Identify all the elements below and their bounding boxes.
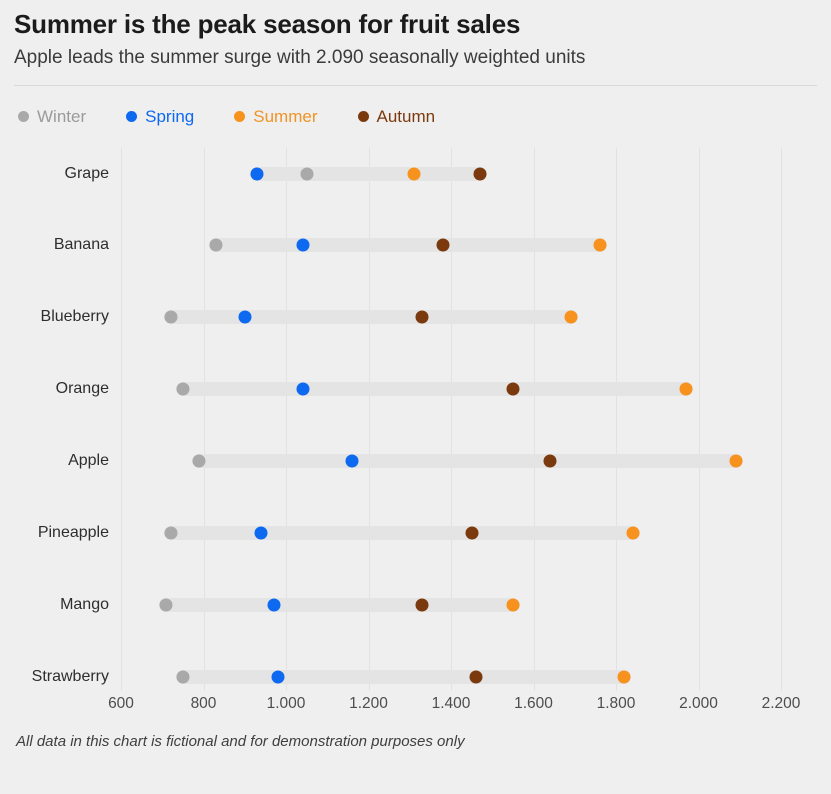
dot-spring-mango [267,598,281,612]
dot-winter-strawberry [176,670,190,684]
dot-summer-grape [407,167,421,181]
x-tick-label: 2.000 [679,694,718,712]
x-tick-label: 1.800 [596,694,636,712]
legend-item-spring: Spring [126,107,194,127]
x-tick-label: 1.400 [431,694,471,712]
dot-autumn-grape [473,167,487,181]
range-band [163,310,578,325]
dot-autumn-apple [543,454,557,468]
range-band [163,525,640,540]
dot-winter-blueberry [164,310,177,324]
legend-item-autumn: Autumn [357,106,436,127]
chart-subtitle: Apple leads the summer surge with 2.090 … [14,46,586,68]
gridline [286,147,287,691]
gridline [451,147,452,691]
x-axis: 600 800 1.000 1.200 1.400 1.600 1.800 2.000 2.20… [108,693,800,712]
page-title: Summer is the peak season for fruit sale… [14,9,521,39]
category-label: Pineapple [37,523,109,541]
dot-winter-grape [300,167,314,181]
dot-summer-blueberry [564,310,578,324]
dot-summer-orange [679,382,693,396]
dot-autumn-mango [415,598,429,612]
chart-card: Summer is the peak season for fruit sale… [14,9,817,750]
footer-note: All data in this chart is fictional and … [16,732,465,750]
gridline [533,147,535,691]
range-band [208,238,607,253]
dot-spring-pineapple [254,526,268,540]
category-label: Banana [53,236,109,254]
range-band [159,597,520,612]
x-tick-label: 1.600 [514,694,553,712]
dot-winter-banana [209,238,223,252]
header-divider [14,84,817,86]
dot-autumn-pineapple [465,526,479,540]
category-label: Mango [60,595,109,613]
legend-label-summer: Summer [253,106,318,126]
legend-label-spring: Spring [145,106,195,126]
x-tick-label: 1.000 [266,694,306,712]
dot-summer-banana [593,238,606,252]
gridline [121,147,122,691]
gridline [203,147,205,691]
dot-summer-pineapple [626,526,639,540]
autumn-dot-icon [357,111,369,123]
dot-winter-pineapple [164,526,177,540]
summer-dot-icon [234,111,246,123]
dot-summer-apple [729,454,743,468]
x-tick-label: 800 [190,694,217,712]
dot-spring-blueberry [238,310,252,324]
dot-summer-mango [506,598,520,612]
category-label: Grape [64,164,109,182]
dot-spring-orange [296,382,309,396]
plot-area [121,147,782,691]
winter-dot-icon [18,111,29,123]
range-band [250,166,487,181]
x-tick-label: 1.200 [349,694,388,712]
dot-spring-banana [296,238,309,252]
legend-label-autumn: Autumn [376,106,436,126]
legend-item-summer: Summer [234,106,318,127]
dot-plot-chart: 600 800 1.000 1.200 1.400 1.600 1.800 2.000 2.20… [14,147,817,712]
gridline [698,147,700,691]
gridline [616,147,617,691]
range-band [175,669,632,684]
dot-winter-orange [176,382,190,396]
dot-winter-apple [192,454,206,468]
gridline [368,147,370,691]
dot-winter-mango [159,598,173,612]
legend-item-winter: Winter [18,107,86,127]
gridline [781,147,782,691]
dot-spring-strawberry [271,670,285,684]
legend: Winter Spring Summer Autumn [18,106,817,128]
category-label: Apple [68,452,109,469]
range-band [192,454,743,468]
category-label: Blueberry [40,308,109,326]
dot-summer-strawberry [617,670,631,684]
dot-autumn-banana [436,238,450,252]
category-label: Orange [55,380,109,398]
dot-spring-grape [250,167,264,181]
dot-spring-apple [345,454,359,468]
dot-autumn-blueberry [415,310,429,324]
spring-dot-icon [126,111,138,123]
x-tick-label: 600 [108,694,134,712]
category-label: Strawberry [31,667,109,685]
legend-label-winter: Winter [37,106,87,126]
x-tick-label: 2.200 [761,694,801,712]
dot-autumn-orange [506,382,520,396]
range-band [175,382,694,397]
dot-autumn-strawberry [469,670,483,684]
